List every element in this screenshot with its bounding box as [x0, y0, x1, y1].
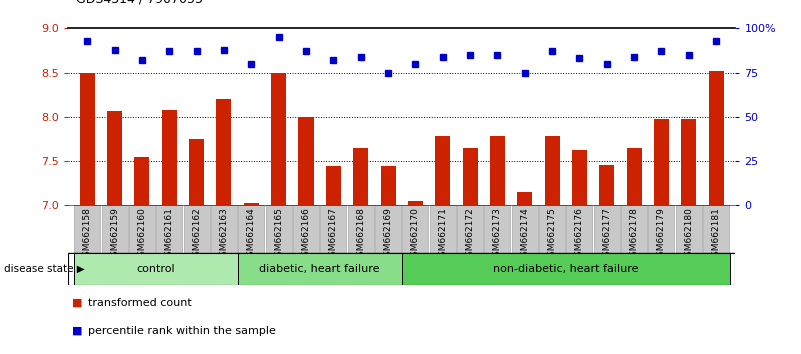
- Bar: [408, 201, 423, 205]
- Text: GSM662170: GSM662170: [411, 207, 420, 262]
- Bar: [129, 205, 155, 253]
- Bar: [539, 205, 565, 253]
- Text: transformed count: transformed count: [88, 298, 192, 308]
- Bar: [676, 205, 702, 253]
- Text: GSM662177: GSM662177: [602, 207, 611, 262]
- Text: GSM662169: GSM662169: [384, 207, 392, 262]
- Bar: [654, 119, 669, 205]
- Text: GSM662158: GSM662158: [83, 207, 92, 262]
- Bar: [512, 205, 537, 253]
- Bar: [380, 166, 396, 205]
- Bar: [348, 205, 374, 253]
- Text: ■: ■: [72, 298, 83, 308]
- Bar: [709, 71, 723, 205]
- Bar: [435, 136, 450, 205]
- Text: disease state ▶: disease state ▶: [4, 264, 85, 274]
- Bar: [74, 253, 238, 285]
- Text: GSM662165: GSM662165: [274, 207, 283, 262]
- Bar: [402, 253, 730, 285]
- Bar: [244, 202, 259, 205]
- Bar: [621, 205, 647, 253]
- Bar: [599, 166, 614, 205]
- Bar: [517, 192, 533, 205]
- Text: GSM662168: GSM662168: [356, 207, 365, 262]
- Bar: [572, 150, 587, 205]
- Bar: [238, 253, 402, 285]
- Bar: [102, 205, 127, 253]
- Bar: [299, 117, 313, 205]
- Text: GSM662159: GSM662159: [110, 207, 119, 262]
- Bar: [402, 205, 429, 253]
- Text: control: control: [136, 264, 175, 274]
- Bar: [80, 73, 95, 205]
- Bar: [135, 157, 150, 205]
- Bar: [429, 205, 456, 253]
- Text: GSM662173: GSM662173: [493, 207, 502, 262]
- Bar: [189, 139, 204, 205]
- Bar: [74, 205, 100, 253]
- Text: non-diabetic, heart failure: non-diabetic, heart failure: [493, 264, 638, 274]
- Text: GSM662181: GSM662181: [711, 207, 721, 262]
- Bar: [107, 110, 122, 205]
- Text: GSM662176: GSM662176: [575, 207, 584, 262]
- Bar: [682, 120, 696, 205]
- Bar: [162, 110, 177, 205]
- Bar: [462, 148, 477, 205]
- Bar: [594, 205, 620, 253]
- Bar: [293, 205, 319, 253]
- Text: GDS4314 / 7907053: GDS4314 / 7907053: [76, 0, 203, 5]
- Text: GSM662167: GSM662167: [329, 207, 338, 262]
- Text: GSM662174: GSM662174: [521, 207, 529, 262]
- Text: ■: ■: [72, 326, 83, 336]
- Bar: [457, 205, 483, 253]
- Bar: [626, 148, 642, 205]
- Bar: [326, 166, 341, 205]
- Bar: [211, 205, 237, 253]
- Text: GSM662171: GSM662171: [438, 207, 447, 262]
- Bar: [490, 136, 505, 205]
- Text: GSM662163: GSM662163: [219, 207, 228, 262]
- Text: GSM662160: GSM662160: [138, 207, 147, 262]
- Bar: [216, 99, 231, 205]
- Bar: [545, 136, 560, 205]
- Text: GSM662161: GSM662161: [165, 207, 174, 262]
- Bar: [320, 205, 346, 253]
- Bar: [183, 205, 210, 253]
- Bar: [375, 205, 401, 253]
- Text: GSM662179: GSM662179: [657, 207, 666, 262]
- Bar: [266, 205, 292, 253]
- Text: GSM662164: GSM662164: [247, 207, 256, 262]
- Bar: [156, 205, 183, 253]
- Bar: [239, 205, 264, 253]
- Text: GSM662172: GSM662172: [465, 207, 474, 262]
- Bar: [485, 205, 510, 253]
- Bar: [703, 205, 729, 253]
- Text: GSM662162: GSM662162: [192, 207, 201, 262]
- Bar: [353, 148, 368, 205]
- Bar: [649, 205, 674, 253]
- Bar: [566, 205, 593, 253]
- Text: diabetic, heart failure: diabetic, heart failure: [260, 264, 380, 274]
- Text: GSM662175: GSM662175: [548, 207, 557, 262]
- Bar: [271, 73, 286, 205]
- Text: percentile rank within the sample: percentile rank within the sample: [88, 326, 276, 336]
- Text: GSM662178: GSM662178: [630, 207, 638, 262]
- Text: GSM662166: GSM662166: [301, 207, 311, 262]
- Text: GSM662180: GSM662180: [684, 207, 694, 262]
